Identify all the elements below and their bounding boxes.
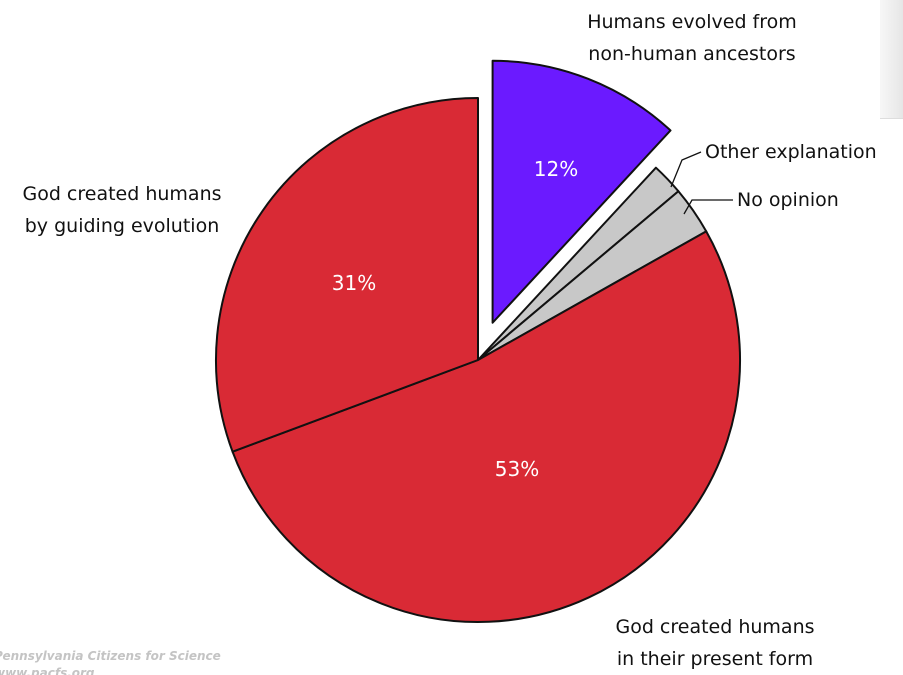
- side-panel: [880, 0, 903, 119]
- label-guiding-line2: by guiding evolution: [25, 215, 219, 237]
- pct-label-present-form: 53%: [495, 457, 539, 481]
- percent-labels: 12% 31% 53%: [332, 157, 578, 481]
- leader-line-no-opinion: [683, 199, 733, 215]
- leader-lines: [670, 151, 733, 215]
- label-evolved-line1: Humans evolved from: [587, 11, 797, 33]
- label-evolved-line2: non-human ancestors: [588, 43, 795, 65]
- leader-line-other: [670, 151, 702, 188]
- credit-line1: Pennsylvania Citizens for Science: [0, 649, 221, 663]
- slice-humans-evolved-from-non-human-ancestors: [491, 59, 672, 324]
- credit-line2: www.pacfs.org: [0, 666, 95, 675]
- slice-god-created-humans-in-their-present-form: [231, 230, 741, 624]
- label-guiding-line1: God created humans: [22, 183, 221, 205]
- pct-label-guiding: 31%: [332, 271, 376, 295]
- label-present-form-line2: in their present form: [617, 648, 813, 670]
- pct-label-evolved: 12%: [534, 157, 578, 181]
- label-present-form-line1: God created humans: [615, 616, 814, 638]
- label-no-opinion: No opinion: [737, 189, 839, 211]
- category-labels: Humans evolved from non-human ancestors …: [22, 11, 876, 670]
- label-other: Other explanation: [705, 141, 877, 163]
- slice-god-created-humans-by-guiding-evolution: [214, 97, 479, 453]
- pie-slices: [214, 54, 741, 624]
- credit-watermark: Pennsylvania Citizens for Science www.pa…: [0, 649, 221, 675]
